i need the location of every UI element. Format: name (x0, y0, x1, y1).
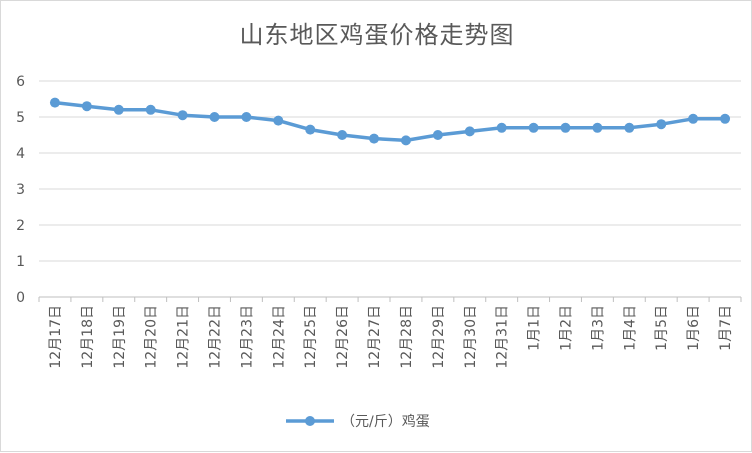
data-point (209, 112, 220, 122)
data-point (464, 126, 475, 137)
x-tick-label: 1月1日 (527, 305, 543, 351)
legend-label: （元/斤）鸡蛋 (341, 413, 430, 430)
x-tick-label: 12月20日 (144, 305, 160, 369)
data-point (241, 112, 252, 122)
x-tick-label: 1月6日 (686, 305, 702, 351)
data-point (49, 97, 60, 108)
x-tick-label: 1月3日 (590, 305, 606, 351)
x-tick-label: 12月28日 (399, 305, 415, 369)
series-layer (49, 97, 731, 146)
x-tick-label: 12月26日 (335, 305, 351, 369)
data-point (81, 101, 92, 112)
y-tick-label: 2 (16, 218, 25, 234)
x-tick-label: 12月31日 (495, 305, 511, 369)
x-tick-label: 1月7日 (718, 305, 734, 351)
data-point (720, 113, 731, 124)
chart-title: 山东地区鸡蛋价格走势图 (239, 21, 515, 49)
axes: 0 1 2 3 4 5 6 12月17日 12月18日 12月19日 12月20日 12月21日 12月… (16, 74, 742, 369)
x-tick-label: 12月19日 (112, 305, 128, 369)
legend-marker (305, 416, 315, 426)
data-point (369, 133, 380, 144)
data-point (528, 122, 539, 133)
x-tick-label: 12月22日 (208, 305, 224, 369)
data-point (656, 119, 667, 130)
x-tick-label: 12月23日 (239, 305, 255, 369)
y-tick-label: 5 (16, 110, 25, 126)
x-tick-label: 12月27日 (367, 305, 383, 369)
x-tick-label: 12月21日 (176, 305, 192, 369)
x-tick-label: 1月2日 (559, 305, 575, 351)
data-point (592, 122, 603, 133)
x-tick-label: 12月18日 (80, 305, 96, 369)
data-point (688, 113, 699, 124)
x-tick-label: 12月25日 (303, 305, 319, 369)
data-point (273, 115, 284, 126)
data-point (305, 124, 316, 135)
y-tick-label: 0 (16, 290, 25, 306)
data-point (496, 122, 507, 133)
data-point (145, 104, 156, 115)
y-tick-label: 3 (16, 182, 25, 198)
data-point (400, 135, 411, 146)
y-tick-label: 1 (16, 254, 25, 270)
data-point (113, 104, 124, 115)
data-point (624, 122, 635, 133)
data-point (337, 130, 348, 140)
x-tick-label: 1月5日 (654, 305, 670, 351)
data-point (560, 122, 571, 133)
legend: （元/斤）鸡蛋 (286, 413, 430, 430)
x-tick-label: 12月30日 (463, 305, 479, 369)
x-tick-label: 12月17日 (48, 305, 64, 369)
x-tick-label: 12月29日 (431, 305, 447, 369)
x-tick-label: 1月4日 (622, 305, 638, 351)
series-line (54, 100, 726, 143)
gridlines (39, 80, 741, 262)
y-tick-label: 6 (16, 74, 25, 90)
data-point (177, 110, 188, 121)
x-tick-label: 12月24日 (271, 305, 287, 369)
data-point (432, 130, 443, 140)
y-tick-label: 4 (16, 146, 25, 162)
